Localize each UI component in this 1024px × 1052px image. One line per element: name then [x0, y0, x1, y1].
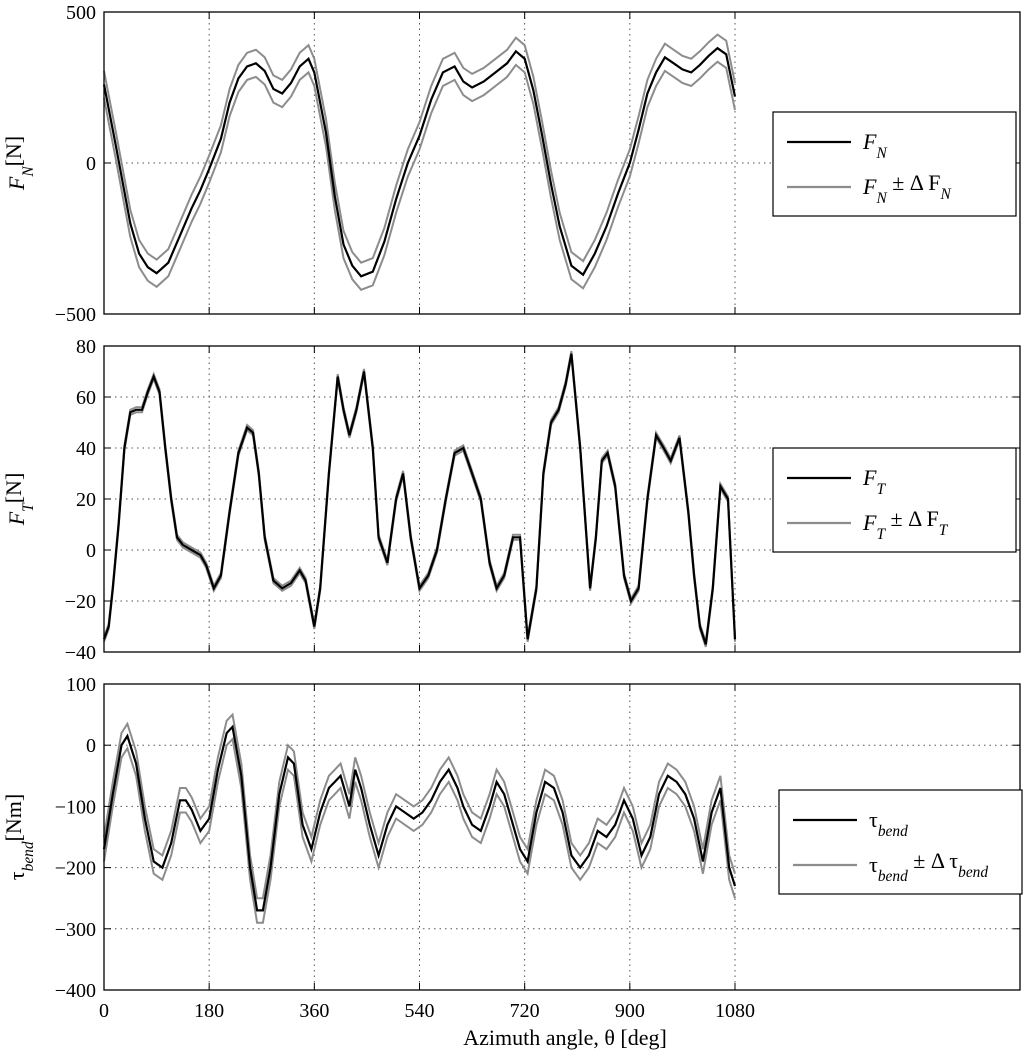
ytick-label: 0 — [86, 153, 96, 175]
xtick-label: 180 — [194, 1000, 224, 1022]
ticks: −400 −300 −200 −100 0 100 0 180 360 540 720 900 1080 — [55, 674, 1020, 1022]
panel-tau: −400 −300 −200 −100 0 100 0 180 360 540 720 900 1080… — [1, 674, 1023, 1022]
legend-label-0: FT — [862, 465, 886, 498]
panel-ft: −40 −20 0 20 40 60 80 FT[N] FT FT ± Δ FT — [1, 336, 1021, 664]
ytick-label: −200 — [55, 858, 96, 880]
ytick-label: −500 — [55, 304, 96, 326]
legend: FN FN ± Δ FN — [772, 111, 1017, 217]
xtick-label: 360 — [299, 1000, 329, 1022]
ytick-label: −20 — [65, 591, 96, 613]
ticks: −40 −20 0 20 40 60 80 — [65, 336, 1020, 664]
legend-box — [772, 111, 1017, 217]
series-upper-band — [103, 712, 736, 900]
panel-fn: −500 0 500 FN[N] FN FN ± Δ FN — [1, 2, 1021, 326]
y-axis-label: FT[N] — [1, 473, 37, 527]
series-lower-band — [103, 60, 736, 291]
grid-lines — [104, 684, 1020, 990]
ytick-label: 500 — [66, 2, 96, 24]
ytick-label: −100 — [55, 796, 96, 818]
legend-box — [778, 789, 1023, 895]
series-lower-band — [103, 356, 736, 648]
series-F_N — [102, 46, 737, 278]
ytick-label: 20 — [76, 489, 96, 511]
legend-label-1: τbend ± Δ τbend — [869, 848, 988, 885]
xtick-label: 540 — [405, 1000, 435, 1022]
ytick-label: −40 — [65, 642, 96, 664]
series-upper-band — [103, 33, 736, 264]
x-axis-label: Azimuth angle, θ [deg] — [463, 1025, 667, 1050]
ytick-label: 0 — [86, 735, 96, 757]
ytick-label: −400 — [55, 980, 96, 1002]
series-τ_bend — [102, 724, 737, 912]
y-axis-label: τbend[Nm] — [1, 794, 37, 880]
ytick-label: 60 — [76, 387, 96, 409]
ytick-label: 100 — [66, 674, 96, 696]
series-lower-band — [103, 736, 736, 924]
legend-label-0: FN — [862, 129, 887, 162]
series-F_T — [102, 353, 737, 645]
ytick-label: 40 — [76, 438, 96, 460]
ytick-label: 0 — [86, 540, 96, 562]
xtick-label: 1080 — [715, 1000, 755, 1022]
legend-box — [772, 447, 1017, 553]
xtick-label: 900 — [615, 1000, 645, 1022]
ytick-label: 80 — [76, 336, 96, 358]
legend: FT FT ± Δ FT — [772, 447, 1017, 553]
xtick-label: 0 — [99, 1000, 109, 1022]
legend: τbend τbend ± Δ τbend — [778, 789, 1023, 895]
legend-label-1: FT ± Δ FT — [862, 506, 949, 543]
xtick-label: 720 — [510, 1000, 540, 1022]
legend-label-1: FN ± Δ FN — [862, 170, 951, 207]
ytick-label: −300 — [55, 919, 96, 941]
legend-label-0: τbend — [869, 807, 908, 840]
ticks: −500 0 500 — [55, 2, 1020, 326]
y-axis-label: FN[N] — [1, 136, 37, 191]
series-upper-band — [103, 350, 736, 643]
